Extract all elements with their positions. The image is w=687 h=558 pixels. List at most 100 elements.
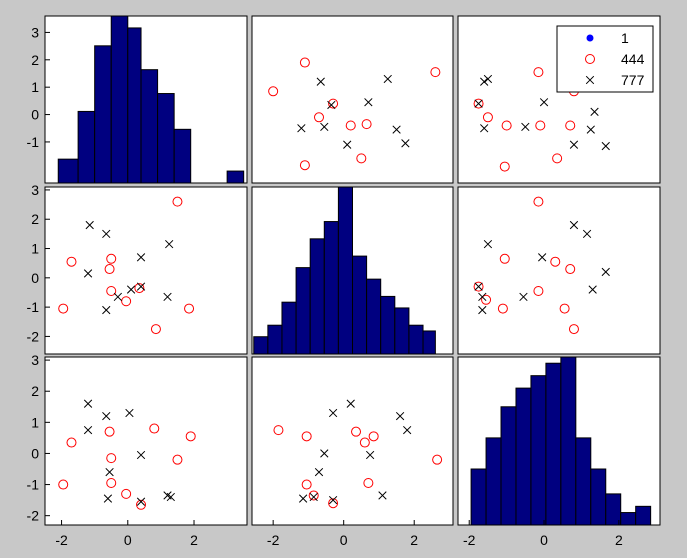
marker-circle-444 [328, 498, 339, 509]
marker-circle-444 [121, 488, 132, 499]
y-tick-label: 2 [31, 211, 39, 227]
y-tick-label: -1 [27, 477, 40, 493]
marker-x-777 [569, 140, 579, 149]
subplot-r3-c3 [457, 356, 661, 526]
marker-circle-444 [481, 294, 492, 305]
histogram-bar [394, 307, 410, 355]
marker-circle-444 [136, 499, 147, 510]
legend-marker-x [585, 75, 595, 85]
x-tick-label: 2 [190, 532, 198, 548]
x-tick-label: -2 [55, 532, 68, 548]
marker-circle-444 [568, 324, 579, 335]
marker-x-777 [601, 267, 610, 277]
subplot-r2-c2 [251, 186, 454, 355]
marker-x-777 [166, 492, 175, 502]
histogram-bar [127, 27, 142, 184]
y-tick-label: 0 [31, 107, 39, 123]
marker-x-777 [365, 450, 375, 460]
histogram-bar [337, 186, 354, 355]
marker-circle-444 [299, 160, 310, 171]
marker-circle-444 [565, 264, 576, 275]
marker-circle-444 [501, 120, 512, 131]
marker-x-777 [83, 425, 93, 435]
legend-marker-circle [585, 54, 595, 64]
marker-circle-444 [328, 98, 339, 109]
marker-x-777 [297, 124, 306, 133]
y-tick-label: 1 [31, 79, 39, 95]
marker-circle-444 [533, 196, 544, 207]
marker-x-777 [102, 229, 111, 239]
marker-circle-444 [430, 67, 441, 78]
marker-x-777 [83, 269, 93, 278]
marker-x-777 [346, 399, 355, 408]
marker-circle-444 [299, 57, 310, 68]
x-tick-label: 0 [540, 532, 548, 548]
histogram-bar [226, 170, 245, 184]
marker-x-777 [314, 467, 324, 477]
histogram-bar [422, 330, 436, 355]
histogram-bar [545, 362, 562, 526]
marker-x-777 [136, 282, 146, 291]
histogram-bar [408, 324, 424, 355]
legend: 1 444 777 [556, 25, 654, 93]
marker-circle-444 [533, 286, 544, 297]
marker-circle-444 [66, 437, 77, 448]
histogram-bar [173, 128, 192, 184]
marker-x-777 [588, 285, 597, 294]
marker-x-777 [474, 99, 483, 108]
axes-box [251, 15, 454, 184]
marker-x-777 [392, 125, 401, 134]
x-tick-label: -2 [463, 532, 476, 548]
marker-x-777 [320, 122, 329, 132]
marker-circle-444 [106, 286, 117, 297]
marker-circle-444 [559, 303, 570, 314]
histogram-bar [94, 45, 112, 184]
histogram-bar [380, 295, 396, 355]
legend-label: 1 [621, 30, 629, 46]
axes-box [457, 186, 661, 355]
histogram-bar [530, 375, 547, 526]
histogram-bar [352, 255, 368, 355]
histogram-bar [157, 93, 175, 184]
axes-box [251, 356, 454, 526]
marker-x-777 [103, 494, 113, 503]
marker-circle-444 [361, 119, 372, 130]
subplot-r2-c1 [44, 186, 248, 355]
marker-circle-444 [134, 283, 145, 294]
marker-circle-444 [172, 196, 183, 207]
marker-circle-444 [150, 324, 161, 335]
marker-x-777 [136, 497, 146, 506]
marker-x-777 [102, 305, 111, 315]
marker-x-777 [125, 408, 134, 418]
marker-x-777 [83, 399, 93, 408]
marker-x-777 [85, 220, 94, 230]
marker-circle-444 [185, 431, 196, 442]
y-tick-label: 2 [31, 383, 39, 399]
marker-circle-444 [268, 86, 279, 97]
marker-x-777 [364, 98, 373, 107]
marker-circle-444 [432, 454, 443, 465]
marker-x-777 [102, 411, 111, 421]
histogram-bar [281, 301, 297, 355]
marker-circle-444 [535, 120, 546, 131]
subplot-r3-c2 [251, 356, 454, 526]
marker-circle-444 [356, 153, 367, 164]
histogram-bar [590, 468, 607, 526]
legend-box [556, 25, 654, 93]
marker-x-777 [328, 495, 338, 505]
marker-x-777 [163, 292, 172, 302]
marker-x-777 [327, 100, 336, 110]
marker-circle-444 [184, 303, 195, 314]
subplot-r1-c1 [44, 15, 248, 184]
subplot-r3-c1 [44, 356, 248, 526]
marker-circle-444 [314, 112, 324, 123]
marker-x-777 [478, 292, 487, 302]
marker-x-777 [395, 411, 405, 421]
y-tick-label: 2 [31, 52, 39, 68]
histogram-bar [253, 336, 269, 355]
histogram-bar [309, 238, 325, 355]
histogram-bar [267, 324, 283, 355]
histogram-bar [620, 512, 637, 526]
marker-circle-444 [121, 296, 132, 307]
